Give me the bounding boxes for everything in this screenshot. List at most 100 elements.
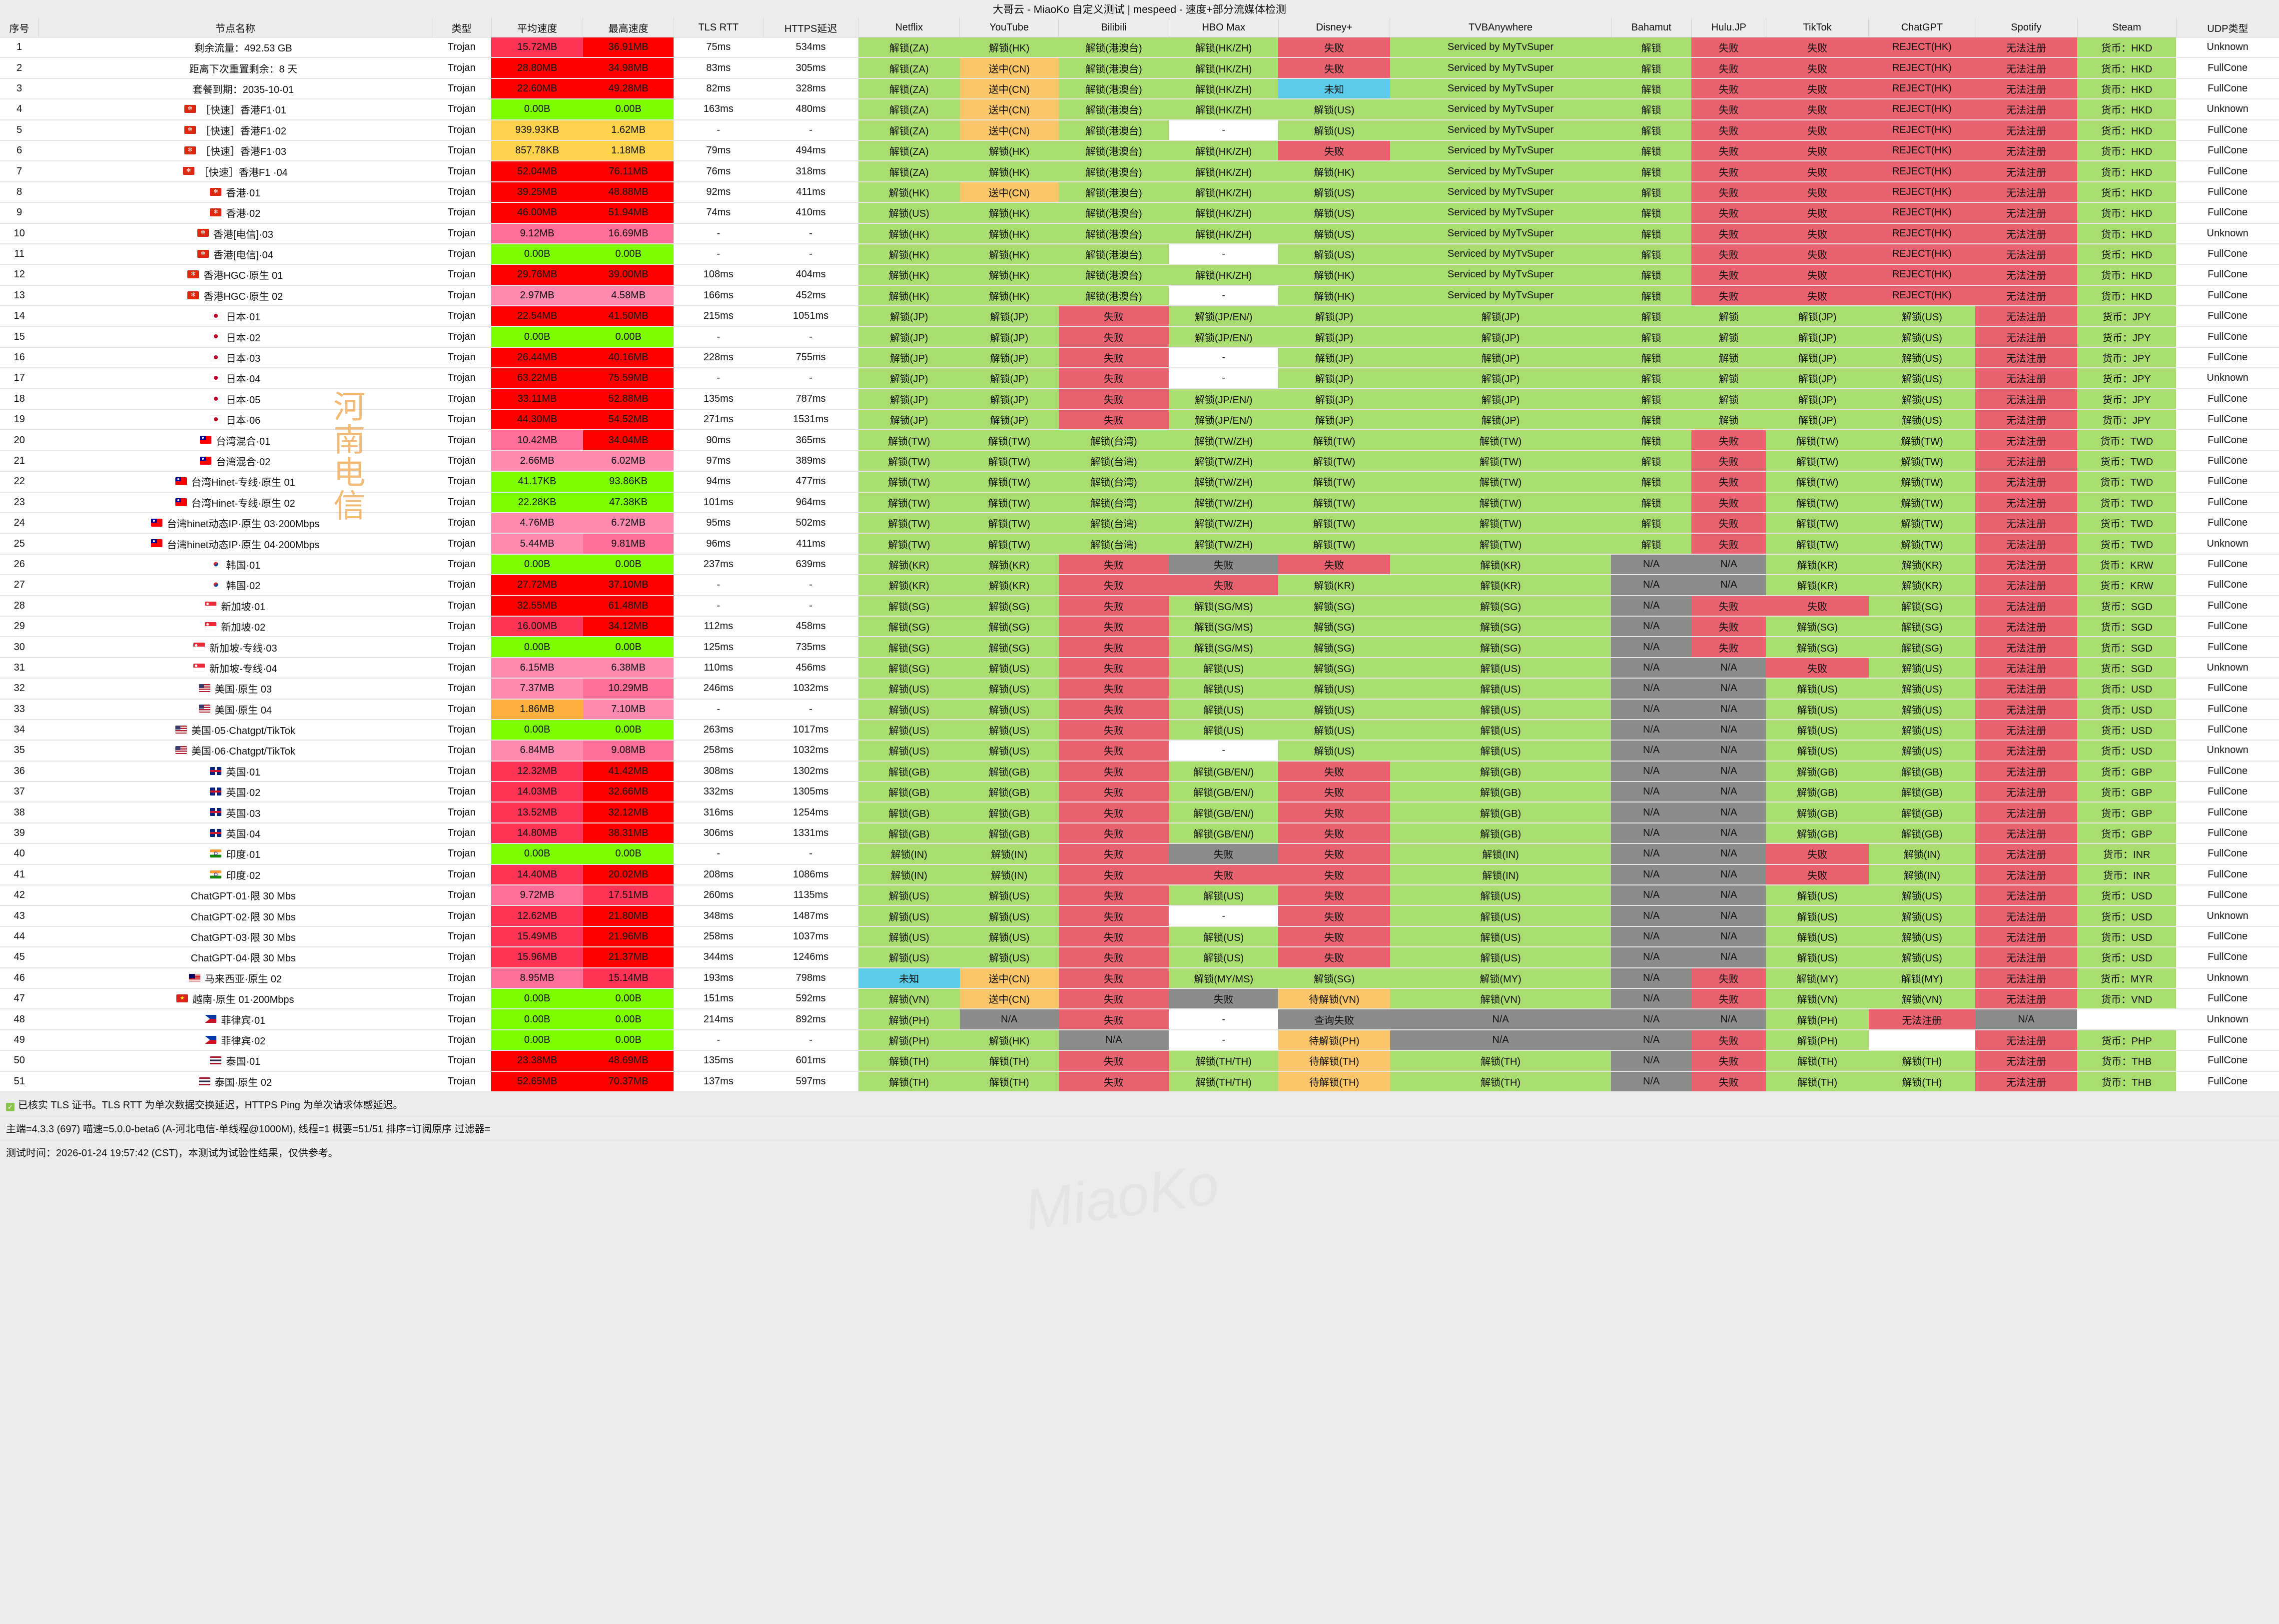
node-name-cell[interactable]: 印度·02 [38,864,432,886]
node-name-cell[interactable]: 新加坡·01 [38,595,432,617]
table-row[interactable]: 23 台湾Hinet-专线·原生 02 Trojan 22.28KB 47.38KB 10… [0,492,2279,513]
table-row[interactable]: 32 美国·原生 03 Trojan 7.37MB 10.29MB 246ms 1032ms… [0,678,2279,700]
node-name-cell[interactable]: 美国·原生 03 [38,678,432,700]
table-row[interactable]: 14 日本·01 Trojan 22.54MB 41.50MB 215ms 1051ms 解锁… [0,306,2279,327]
column-header-13[interactable]: Bahamut [1610,18,1692,37]
table-row[interactable]: 51 泰国·原生 02 Trojan 52.65MB 70.37MB 137ms 597ms… [0,1071,2279,1092]
node-name-cell[interactable]: ［快速］香港F1·02 [38,119,432,141]
table-row[interactable]: 37 英国·02 Trojan 14.03MB 32.66MB 332ms 1305ms 解锁… [0,782,2279,803]
node-name-cell[interactable]: 香港HGC·原生 02 [38,285,432,307]
node-name-cell[interactable]: 香港·02 [38,202,432,224]
column-header-9[interactable]: Bilibili [1058,18,1169,37]
node-name-cell[interactable]: 美国·05·Chatgpt/TikTok [38,719,432,741]
table-row[interactable]: 28 新加坡·01 Trojan 32.55MB 61.48MB - - 解锁(SG) 解锁(S… [0,595,2279,617]
table-row[interactable]: 1 剩余流量：492.53 GB Trojan 15.72MB 36.91MB 75ms 5… [0,37,2279,58]
node-name-cell[interactable]: 套餐到期：2035-10-01 [38,78,432,100]
column-header-1[interactable]: 节点名称 [38,18,432,37]
table-row[interactable]: 20 台湾混合·01 Trojan 10.42MB 34.04MB 90ms 365ms 解锁… [0,430,2279,451]
node-name-cell[interactable]: 香港·01 [38,181,432,203]
table-row[interactable]: 3 套餐到期：2035-10-01 Trojan 22.60MB 49.28MB 82ms… [0,78,2279,100]
node-name-cell[interactable]: 韩国·01 [38,554,432,576]
column-header-18[interactable]: Steam [2077,18,2177,37]
node-name-cell[interactable]: ChatGPT·01·限 30 Mbs [38,885,432,906]
node-name-cell[interactable]: 新加坡·02 [38,616,432,638]
node-name-cell[interactable]: 台湾混合·02 [38,450,432,472]
node-name-cell[interactable]: ［快速］香港F1·03 [38,140,432,162]
column-header-4[interactable]: 最高速度 [583,18,674,37]
node-name-cell[interactable]: 日本·03 [38,347,432,369]
node-name-cell[interactable]: 台湾混合·01 [38,430,432,451]
node-name-cell[interactable]: 日本·01 [38,306,432,327]
node-name-cell[interactable]: 香港[电信]·03 [38,223,432,244]
node-name-cell[interactable]: 菲律宾·01 [38,1009,432,1030]
column-header-12[interactable]: TVBAnywhere [1390,18,1611,37]
table-row[interactable]: 25 台湾hinet动态IP·原生 04·200Mbps Trojan 5.44MB 9… [0,533,2279,555]
column-header-7[interactable]: Netflix [858,18,960,37]
node-name-cell[interactable]: 美国·06·Chatgpt/TikTok [38,740,432,762]
table-row[interactable]: 42 ChatGPT·01·限 30 Mbs Trojan 9.72MB 17.51MB… [0,885,2279,906]
table-row[interactable]: 10香港[电信]·03Trojan9.12MB16.69MB--解锁(HK)解锁… [0,223,2279,244]
table-row[interactable]: 50 泰国·01 Trojan 23.38MB 48.69MB 135ms 601ms 解锁(… [0,1050,2279,1072]
table-row[interactable]: 18 日本·05 Trojan 33.11MB 52.88MB 135ms 787ms 解锁(… [0,388,2279,410]
table-row[interactable]: 2 距离下次重置剩余：8 天 Trojan 28.80MB 34.98MB 83ms 305… [0,57,2279,79]
node-name-cell[interactable]: 菲律宾·02 [38,1029,432,1051]
column-header-17[interactable]: Spotify [1975,18,2078,37]
node-name-cell[interactable]: 香港HGC·原生 01 [38,264,432,286]
table-row[interactable]: 12 香港HGC·原生 01 Trojan29.76MB39.00MB108ms40… [0,264,2279,286]
node-name-cell[interactable]: 新加坡-专线·04 [38,657,432,679]
node-name-cell[interactable]: 距离下次重置剩余：8 天 [38,57,432,79]
table-row[interactable]: 19 日本·06 Trojan 44.30MB 54.52MB 271ms 1531ms 解锁… [0,409,2279,431]
node-name-cell[interactable]: 日本·06 [38,409,432,431]
column-header-8[interactable]: YouTube [959,18,1059,37]
node-name-cell[interactable]: 台湾hinet动态IP·原生 03·200Mbps [38,512,432,534]
table-row[interactable]: 40 印度·01 Trojan 0.00B 0.00B - - 解锁(IN) 解锁(IN) 失败失… [0,843,2279,865]
column-header-15[interactable]: TikTok [1765,18,1869,37]
node-name-cell[interactable]: 英国·02 [38,782,432,803]
table-row[interactable]: 33 美国·原生 04 Trojan 1.86MB 7.10MB - - 解锁(US) 解锁(U… [0,699,2279,720]
node-name-cell[interactable]: 香港[电信]·04 [38,243,432,265]
table-row[interactable]: 47越南·原生 01·200MbpsTrojan0.00B0.00B151ms5… [0,988,2279,1010]
table-row[interactable]: 24 台湾hinet动态IP·原生 03·200Mbps Trojan 4.76MB 6… [0,512,2279,534]
node-name-cell[interactable]: 韩国·02 [38,575,432,596]
column-header-6[interactable]: HTTPS延迟 [762,18,858,37]
table-row[interactable]: 41 印度·02 Trojan 14.40MB 20.02MB 208ms 1086ms 解锁… [0,864,2279,886]
node-name-cell[interactable]: ChatGPT·03·限 30 Mbs [38,926,432,948]
table-row[interactable]: 5［快速］香港F1·02Trojan939.93KB1.62MB--解锁(ZA)… [0,119,2279,141]
table-row[interactable]: 13 香港HGC·原生 02 Trojan2.97MB4.58MB166ms452m… [0,285,2279,307]
node-name-cell[interactable]: 美国·原生 04 [38,699,432,720]
column-header-11[interactable]: Disney+ [1278,18,1390,37]
node-name-cell[interactable]: 剩余流量：492.53 GB [38,37,432,58]
column-header-5[interactable]: TLS RTT [673,18,763,37]
node-name-cell[interactable]: 泰国·01 [38,1050,432,1072]
table-row[interactable]: 21 台湾混合·02 Trojan 2.66MB 6.02MB 97ms 389ms 解锁(T… [0,450,2279,472]
table-row[interactable]: 9香港·02Trojan46.00MB51.94MB74ms410ms解锁(US… [0,202,2279,224]
table-row[interactable]: 17 日本·04 Trojan 63.22MB 75.59MB - - 解锁(JP) 解锁(JP… [0,368,2279,389]
node-name-cell[interactable]: 英国·03 [38,802,432,823]
node-name-cell[interactable]: 泰国·原生 02 [38,1071,432,1092]
table-row[interactable]: 8香港·01Trojan39.25MB48.88MB92ms411ms解锁(HK… [0,181,2279,203]
column-header-0[interactable]: 序号 [0,18,39,37]
node-name-cell[interactable]: ChatGPT·04·限 30 Mbs [38,947,432,968]
column-header-2[interactable]: 类型 [431,18,492,37]
table-row[interactable]: 31 新加坡-专线·04 Trojan 6.15MB 6.38MB 110ms 456ms 解… [0,657,2279,679]
table-row[interactable]: 46 马来西亚·原生 02 Trojan 8.95MB 15.14MB 193ms 798m… [0,967,2279,989]
node-name-cell[interactable]: 台湾hinet动态IP·原生 04·200Mbps [38,533,432,555]
table-row[interactable]: 22 台湾Hinet-专线·原生 01 Trojan 41.17KB 93.86KB 94… [0,471,2279,493]
column-header-16[interactable]: ChatGPT [1868,18,1975,37]
node-name-cell[interactable]: 新加坡-专线·03 [38,637,432,658]
table-row[interactable]: 29 新加坡·02 Trojan 16.00MB 34.12MB 112ms 458ms 解锁… [0,616,2279,638]
table-row[interactable]: 16 日本·03 Trojan 26.44MB 40.16MB 228ms 755ms 解锁(… [0,347,2279,369]
node-name-cell[interactable]: 越南·原生 01·200Mbps [38,988,432,1010]
table-row[interactable]: 6 ［快速］香港F1·03 Trojan857.78KB1.18MB79ms494m… [0,140,2279,162]
table-row[interactable]: 7 ［快速］香港F1 ·04 Trojan52.04MB76.11MB76ms318… [0,161,2279,182]
table-row[interactable]: 11香港[电信]·04Trojan0.00B0.00B--解锁(HK)解锁(HK… [0,243,2279,265]
table-row[interactable]: 48 菲律宾·01 Trojan 0.00B 0.00B 214ms 892ms 解锁(PH)… [0,1009,2279,1030]
table-row[interactable]: 43 ChatGPT·02·限 30 Mbs Trojan 12.62MB 21.80M… [0,905,2279,927]
node-name-cell[interactable]: 英国·04 [38,822,432,844]
table-row[interactable]: 15 日本·02 Trojan 0.00B 0.00B - - 解锁(JP) 解锁(JP) 失败解… [0,326,2279,348]
column-header-10[interactable]: HBO Max [1168,18,1279,37]
table-row[interactable]: 34 美国·05·Chatgpt/TikTok Trojan 0.00B 0.00B 26… [0,719,2279,741]
table-row[interactable]: 30 新加坡-专线·03 Trojan 0.00B 0.00B 125ms 735ms 解锁(… [0,637,2279,658]
node-name-cell[interactable]: 英国·01 [38,761,432,783]
column-header-19[interactable]: UDP类型 [2176,18,2279,37]
